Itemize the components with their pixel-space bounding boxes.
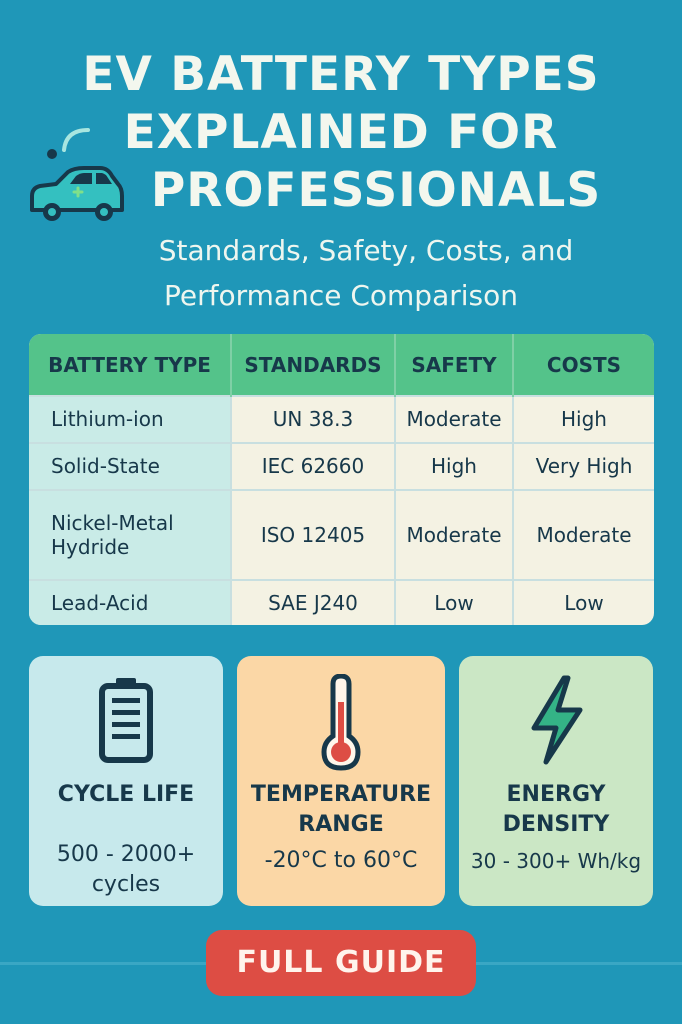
table-row: Solid-State IEC 62660 High Very High [29, 441, 654, 490]
temperature-range-card: TEMPERATURE RANGE -20°C to 60°C [237, 656, 445, 906]
table-header-row: BATTERY TYPE STANDARDS SAFETY COSTS [29, 334, 654, 396]
card-title: TEMPERATURE RANGE [250, 782, 432, 837]
cell-costs: Very High [513, 441, 654, 490]
cell-battery-type: Solid-State [29, 441, 232, 490]
cell-safety: Moderate [395, 488, 514, 580]
page-title: EV BATTERY TYPES EXPLAINED FOR PROFESSIO… [0, 46, 682, 220]
card-title: CYCLE LIFE [57, 782, 195, 807]
title-line-1: EV BATTERY TYPES [82, 47, 600, 102]
cell-battery-type: Nickel-Metal Hydride [29, 488, 232, 580]
thermometer-icon [321, 674, 361, 771]
full-guide-button[interactable]: FULL GUIDE [206, 930, 476, 996]
card-value: 500 - 2000+ cycles [56, 842, 196, 897]
car-icon [30, 128, 124, 221]
cell-standards: SAE J240 [231, 578, 396, 625]
cell-costs: Moderate [513, 488, 654, 580]
card-value: 30 - 300+ Wh/kg [470, 849, 642, 873]
table-row: Lithium-ion UN 38.3 Moderate High [29, 395, 654, 443]
cell-safety: Moderate [395, 395, 514, 443]
lightning-icon [531, 675, 583, 765]
column-header-safety: SAFETY [395, 334, 514, 396]
cell-standards: ISO 12405 [231, 488, 396, 580]
column-header-costs: COSTS [513, 334, 654, 396]
card-value: -20°C to 60°C [264, 848, 418, 873]
table-row: Nickel-Metal Hydride ISO 12405 Moderate … [29, 488, 654, 580]
cell-standards: UN 38.3 [231, 395, 396, 443]
title-line-2: EXPLAINED FOR [123, 105, 559, 160]
cell-battery-type: Lead-Acid [29, 578, 232, 625]
energy-density-card: ENERGY DENSITY 30 - 300+ Wh/kg [459, 656, 653, 906]
cell-safety: High [395, 441, 514, 490]
title-line-3: PROFESSIONALS [150, 163, 602, 218]
cell-safety: Low [395, 578, 514, 625]
cycle-life-card: CYCLE LIFE 500 - 2000+ cycles [29, 656, 223, 906]
subtitle-line-1: Standards, Safety, Costs, and [158, 234, 574, 267]
comparison-table: BATTERY TYPE STANDARDS SAFETY COSTS Lith… [29, 334, 654, 625]
cell-costs: Low [513, 578, 654, 625]
card-title: ENERGY DENSITY [502, 782, 610, 837]
cell-standards: IEC 62660 [231, 441, 396, 490]
cell-battery-type: Lithium-ion [29, 395, 232, 443]
battery-icon [99, 678, 153, 763]
column-header-battery-type: BATTERY TYPE [29, 334, 232, 396]
cell-costs: High [513, 395, 654, 443]
subtitle: Standards, Safety, Costs, and Performanc… [0, 228, 682, 318]
column-header-standards: STANDARDS [231, 334, 396, 396]
table-row: Lead-Acid SAE J240 Low Low [29, 578, 654, 625]
subtitle-line-2: Performance Comparison [164, 279, 518, 312]
